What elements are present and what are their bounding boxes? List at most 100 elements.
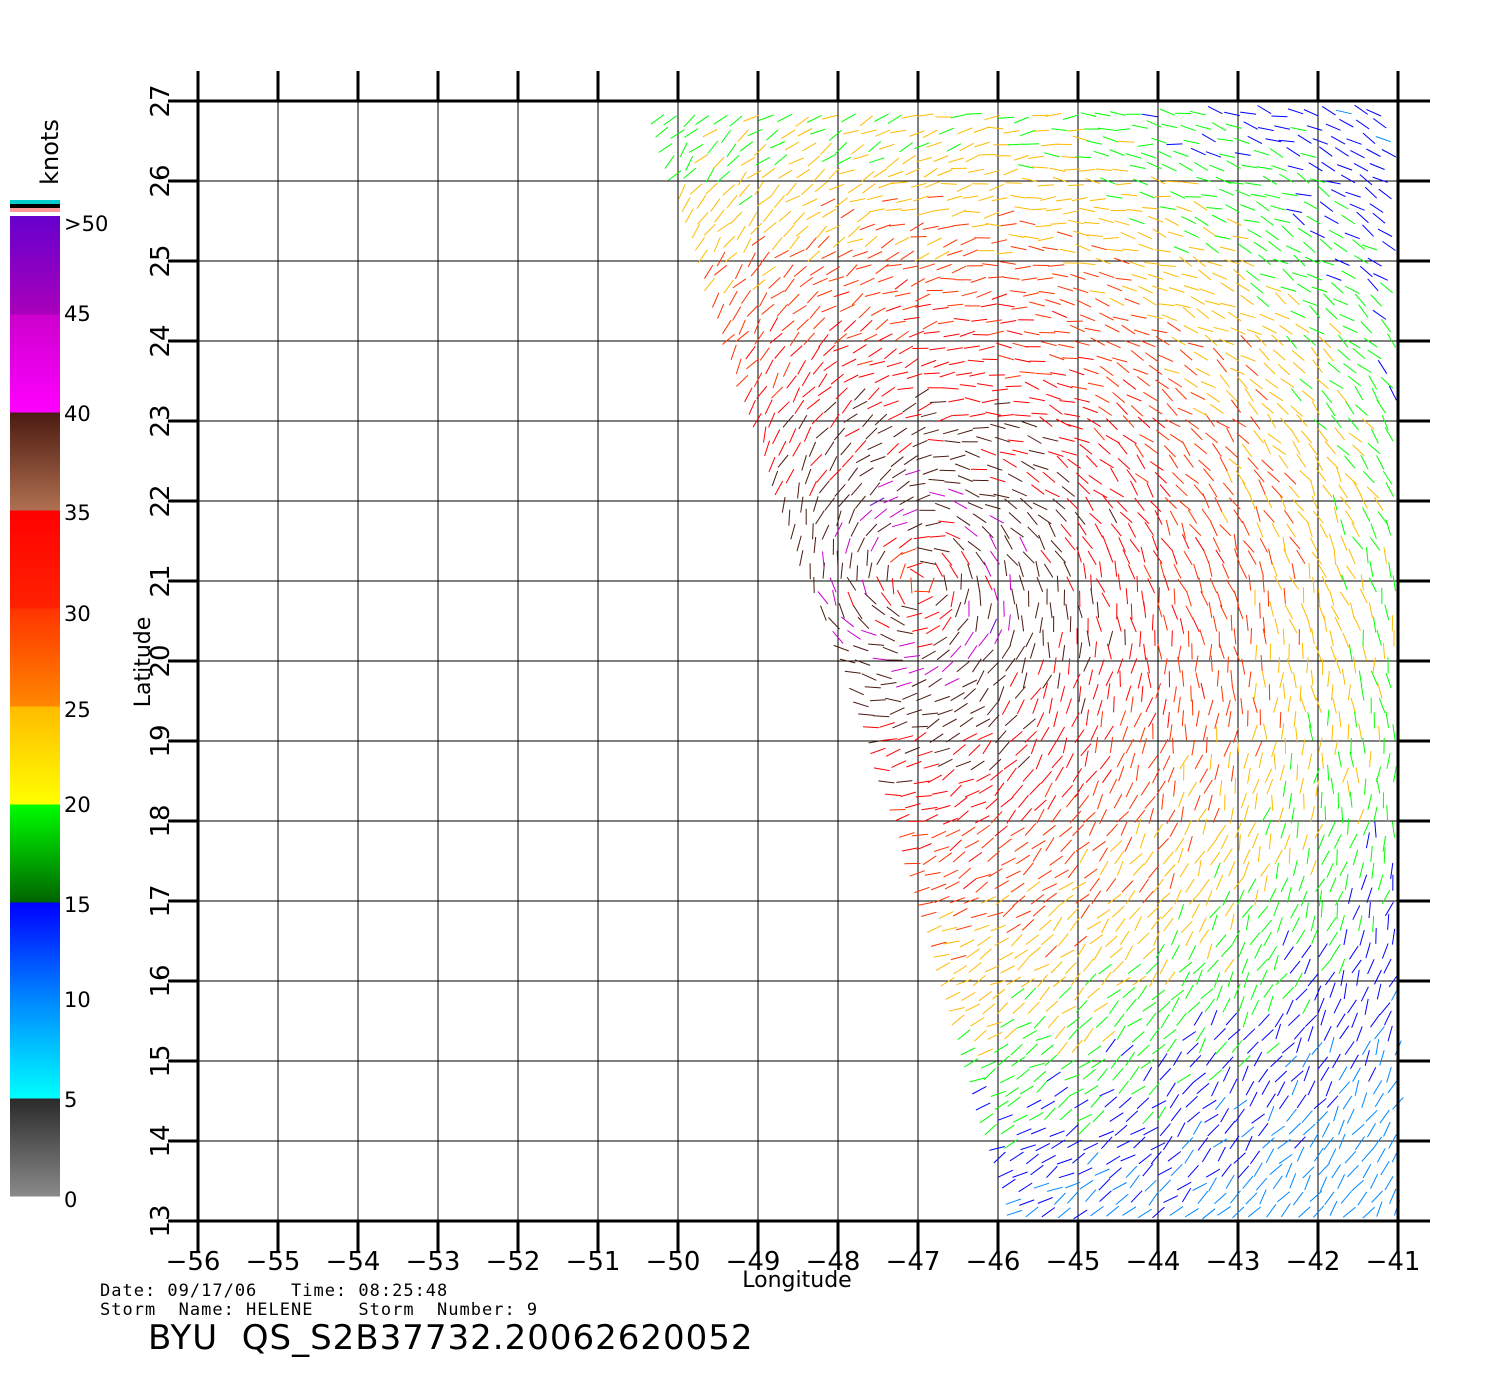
wind-vector xyxy=(939,277,956,280)
wind-vector xyxy=(1286,208,1303,213)
wind-vector xyxy=(935,962,951,972)
wind-vector xyxy=(1081,536,1093,550)
wind-vector xyxy=(1249,1091,1258,1107)
wind-vector xyxy=(934,562,944,577)
wind-vector xyxy=(1337,751,1342,768)
wind-vector xyxy=(926,237,942,246)
wind-vector xyxy=(1281,192,1298,197)
wind-vector xyxy=(995,730,1007,744)
wind-vector xyxy=(1021,177,1038,183)
wind-vector xyxy=(998,414,1015,417)
wind-vector xyxy=(1236,376,1248,389)
wind-vector xyxy=(1351,1012,1358,1028)
wind-vector xyxy=(1005,658,1016,672)
wind-vector xyxy=(1042,379,1058,389)
wind-vector xyxy=(1152,1206,1165,1219)
wind-vector xyxy=(737,171,747,186)
wind-vector xyxy=(685,155,694,171)
wind-vector xyxy=(1092,684,1099,700)
wind-vector xyxy=(1327,670,1330,687)
wind-vector xyxy=(1339,1025,1350,1040)
wind-vector xyxy=(1240,294,1254,306)
wind-vector xyxy=(850,482,863,496)
legend-tick-label: 10 xyxy=(64,988,91,1012)
wind-vector xyxy=(1336,389,1348,403)
wind-vector xyxy=(1188,892,1201,905)
wind-vector xyxy=(695,115,710,126)
wind-vector xyxy=(735,330,750,342)
wind-vector xyxy=(929,347,946,351)
wind-vector xyxy=(1213,972,1221,988)
wind-vector xyxy=(1053,330,1070,334)
wind-vector xyxy=(1360,684,1365,701)
wind-vector xyxy=(1324,805,1327,822)
wind-vector xyxy=(806,290,819,304)
wind-vector xyxy=(1259,313,1275,321)
wind-vector xyxy=(1317,1056,1329,1070)
wind-vector xyxy=(1171,549,1178,565)
wind-vector xyxy=(1227,1028,1241,1040)
wind-vector xyxy=(1317,428,1328,443)
wind-vector xyxy=(1163,1029,1177,1040)
wind-vector xyxy=(987,850,1000,862)
wind-vector xyxy=(1089,877,1100,892)
wind-vector xyxy=(1132,368,1149,375)
wind-vector xyxy=(906,373,923,379)
wind-vector xyxy=(1249,1150,1261,1165)
wind-vector xyxy=(1333,834,1342,849)
wind-vector xyxy=(1114,1124,1128,1136)
wind-vector xyxy=(1302,834,1308,850)
wind-vector xyxy=(1350,149,1365,159)
wind-vector xyxy=(911,725,928,728)
wind-vector xyxy=(930,401,947,403)
wind-vector xyxy=(1201,133,1216,143)
wind-vector xyxy=(1359,862,1364,879)
wind-vector xyxy=(1381,149,1397,158)
wind-vector xyxy=(1301,642,1304,659)
wind-vector xyxy=(1152,417,1166,429)
wind-vector xyxy=(1185,1095,1198,1108)
wind-vector xyxy=(1060,1059,1075,1070)
wind-vector xyxy=(1282,780,1287,797)
wind-vector xyxy=(732,306,742,321)
wind-vector xyxy=(1360,986,1369,1002)
wind-vector xyxy=(799,550,804,566)
wind-vector xyxy=(1259,561,1264,577)
wind-vector xyxy=(1176,1012,1187,1027)
wind-vector xyxy=(1281,723,1285,740)
wind-vector xyxy=(1024,730,1037,743)
wind-vector xyxy=(1129,164,1146,170)
wind-vector xyxy=(1364,998,1369,1015)
wind-vector xyxy=(1194,536,1205,551)
wind-vector xyxy=(1182,306,1196,318)
wind-vector xyxy=(1263,723,1268,740)
wind-vector xyxy=(1051,809,1062,823)
wind-vector xyxy=(959,142,975,152)
wind-vector xyxy=(1297,283,1312,293)
wind-vector xyxy=(1361,1092,1368,1108)
wind-vector xyxy=(1049,602,1053,619)
wind-vector xyxy=(1279,764,1285,781)
wind-vector xyxy=(1367,349,1382,360)
wind-vector xyxy=(1039,416,1053,427)
wind-vector xyxy=(1317,563,1327,579)
wind-vector xyxy=(1195,368,1211,377)
wind-vector xyxy=(964,526,978,537)
wind-vector xyxy=(1262,325,1277,334)
wind-vector xyxy=(1336,466,1342,483)
wind-vector xyxy=(946,143,962,152)
wind-vector xyxy=(784,278,795,292)
wind-vector xyxy=(1343,983,1348,1000)
wind-vector xyxy=(1327,709,1330,726)
wind-vector xyxy=(1318,737,1323,754)
wind-vector xyxy=(1027,946,1041,958)
wind-vector xyxy=(1251,999,1260,1015)
wind-vector xyxy=(1220,834,1229,850)
wind-vector xyxy=(717,303,725,319)
wind-vector xyxy=(1164,368,1180,374)
wind-vector xyxy=(1306,125,1323,131)
wind-vector xyxy=(1141,738,1147,754)
wind-vector xyxy=(1067,458,1082,469)
wind-vector xyxy=(1192,1072,1206,1083)
wind-vector xyxy=(862,183,876,194)
